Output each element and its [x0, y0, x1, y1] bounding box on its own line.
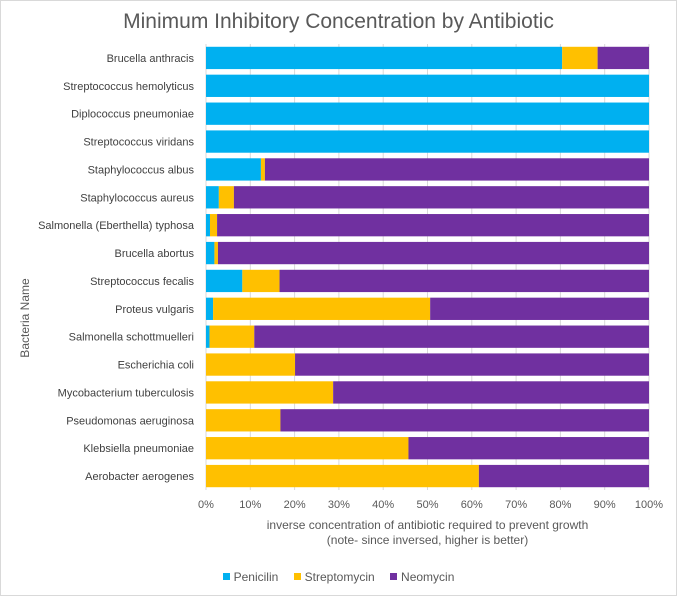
- bar-segment-penicilin: [206, 241, 215, 265]
- chart-title: Minimum Inhibitory Concentration by Anti…: [123, 10, 554, 33]
- bar-segment-streptomycin: [206, 437, 409, 460]
- x-axis-label-line-2: (note- since inversed, higher is better): [326, 533, 529, 547]
- bar-segment-streptomycin: [260, 158, 265, 181]
- x-tick-label: 30%: [328, 499, 350, 511]
- bar-segment-penicilin: [206, 130, 649, 153]
- bar-segment-neomycin: [264, 158, 649, 181]
- bar-segment-penicilin: [206, 74, 649, 97]
- x-tick-label: 20%: [284, 499, 306, 511]
- x-tick-label: 80%: [549, 499, 571, 511]
- bar-segment-neomycin: [295, 353, 649, 376]
- legend-item-penicilin: Penicilin: [222, 570, 278, 584]
- category-label: Salmonella schottmuelleri: [69, 332, 194, 344]
- x-tick-label: 10%: [239, 499, 261, 511]
- x-tick-label: 0%: [198, 499, 214, 511]
- legend-item-streptomycin: Streptomycin: [293, 570, 375, 584]
- bar-segment-streptomycin: [206, 381, 334, 404]
- category-label: Diplococcus pneumoniae: [71, 109, 194, 121]
- bar-segment-neomycin: [478, 464, 649, 488]
- category-label: Staphylococcus aureus: [80, 192, 194, 204]
- bar-segment-streptomycin: [214, 241, 218, 265]
- x-tick-label: 60%: [461, 499, 483, 511]
- bar-segment-neomycin: [279, 269, 649, 293]
- x-axis-label: inverse concentration of antibiotic requ…: [206, 518, 649, 548]
- legend-item-neomycin: Neomycin: [390, 570, 454, 584]
- bar-segment-neomycin: [430, 297, 649, 320]
- bar-segment-neomycin: [597, 46, 649, 70]
- bar-segment-penicilin: [206, 214, 210, 237]
- x-tick-label: 90%: [594, 499, 616, 511]
- category-label: Brucella abortus: [115, 248, 195, 260]
- category-label: Aerobacter aerogenes: [85, 471, 194, 483]
- x-tick-label: 70%: [505, 499, 527, 511]
- category-label: Klebsiella pneumoniae: [83, 443, 194, 455]
- category-label: Brucella anthracis: [107, 53, 195, 65]
- bar-segment-penicilin: [206, 297, 214, 320]
- bar-segment-neomycin: [217, 241, 649, 265]
- bar-segment-neomycin: [280, 409, 649, 432]
- category-label: Streptococcus viridans: [83, 137, 194, 149]
- category-label: Pseudomonas aeruginosa: [66, 415, 195, 427]
- bar-segment-streptomycin: [206, 353, 296, 376]
- bar-segment-neomycin: [217, 214, 649, 237]
- bar-segment-penicilin: [206, 269, 243, 293]
- bars: [206, 46, 650, 488]
- category-label: Mycobacterium tuberculosis: [58, 387, 195, 399]
- category-label: Escherichia coli: [118, 360, 194, 372]
- bar-segment-penicilin: [206, 186, 219, 209]
- legend: Penicilin Streptomycin Neomycin: [0, 570, 677, 584]
- category-labels: Brucella anthracis Streptococcus hemolyti…: [38, 53, 195, 483]
- bar-segment-streptomycin: [562, 46, 598, 70]
- legend-swatch-neomycin: [390, 573, 398, 580]
- bar-segment-streptomycin: [209, 214, 218, 237]
- bar-segment-neomycin: [254, 325, 650, 348]
- bar-segment-penicilin: [206, 46, 563, 70]
- legend-swatch-streptomycin: [293, 573, 301, 580]
- y-axis-label: Bacteria Name: [18, 278, 32, 358]
- bar-segment-penicilin: [206, 158, 261, 181]
- bar-segment-streptomycin: [218, 186, 234, 209]
- bar-segment-streptomycin: [206, 464, 479, 488]
- category-label: Streptococcus hemolyticus: [63, 81, 194, 93]
- bar-segment-streptomycin: [209, 325, 255, 348]
- category-label: Salmonella (Eberthella) typhosa: [38, 220, 195, 232]
- x-tick-label: 40%: [372, 499, 394, 511]
- bar-segment-penicilin: [206, 102, 649, 125]
- bar-segment-neomycin: [333, 381, 649, 404]
- bar-segment-penicilin: [206, 325, 210, 348]
- x-axis-label-line-1: inverse concentration of antibiotic requ…: [266, 518, 589, 532]
- x-tick-label: 100%: [635, 499, 663, 511]
- bar-segment-neomycin: [408, 437, 649, 460]
- bar-segment-streptomycin: [206, 409, 281, 432]
- category-label: Streptococcus fecalis: [90, 276, 194, 288]
- bar-segment-neomycin: [233, 186, 649, 209]
- category-label: Proteus vulgaris: [115, 304, 194, 316]
- category-label: Staphylococcus albus: [88, 164, 195, 176]
- x-tick-label: 50%: [416, 499, 438, 511]
- bar-segment-streptomycin: [213, 297, 431, 320]
- x-tick-labels: 0% 10% 20% 30% 40% 50% 60% 70% 80% 90% 100%: [198, 499, 663, 511]
- legend-swatch-penicilin: [222, 573, 230, 580]
- bar-segment-streptomycin: [242, 269, 280, 293]
